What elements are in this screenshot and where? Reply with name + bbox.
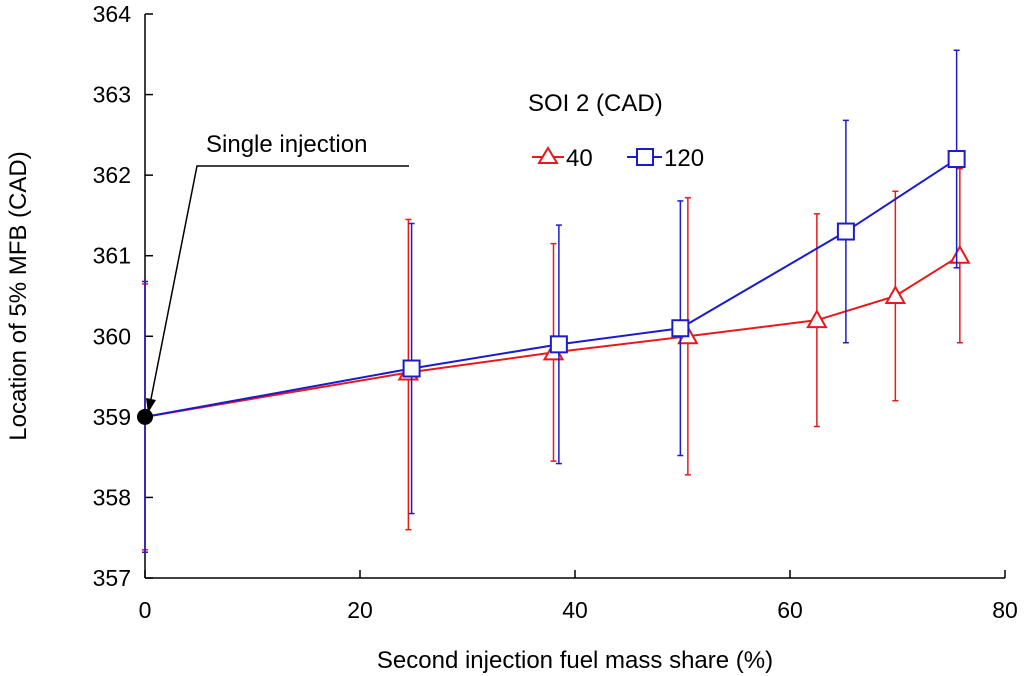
y-tick-label: 362 bbox=[93, 162, 131, 188]
series-120-point bbox=[549, 335, 568, 354]
legend-label-40: 40 bbox=[566, 145, 593, 172]
x-ticks: 0 20 40 60 80 bbox=[139, 570, 1018, 623]
y-tick-label: 364 bbox=[93, 1, 132, 27]
x-tick-label: 80 bbox=[992, 597, 1018, 623]
x-axis-title: Second injection fuel mass share (%) bbox=[377, 647, 773, 674]
legend-title: SOI 2 (CAD) bbox=[528, 90, 663, 117]
annotation-text: Single injection bbox=[206, 131, 367, 158]
legend-marker-40 bbox=[537, 146, 559, 164]
x-tick-label: 40 bbox=[562, 597, 588, 623]
series-40-point bbox=[949, 244, 971, 264]
y-tick-label: 359 bbox=[93, 404, 131, 430]
single-injection-point bbox=[137, 408, 153, 425]
series-120-line bbox=[144, 158, 958, 418]
series-120-point bbox=[402, 359, 421, 378]
series-120-point bbox=[947, 150, 966, 169]
y-axis-title: Location of 5% MFB (CAD) bbox=[5, 151, 32, 440]
x-tick-label: 60 bbox=[777, 597, 803, 623]
plot-area: 0 20 40 60 80 357 358 359 360 361 362 363 364 bbox=[93, 1, 1018, 623]
legend: SOI 2 (CAD) 40 120 bbox=[528, 90, 704, 172]
y-tick-label: 363 bbox=[93, 82, 131, 108]
annotation-single-injection: Single injection bbox=[146, 131, 409, 413]
series-120-point bbox=[671, 319, 690, 338]
y-tick-label: 357 bbox=[93, 565, 131, 591]
series-40-point bbox=[806, 309, 828, 329]
y-tick-label: 360 bbox=[93, 323, 131, 349]
annotation-leader-line bbox=[149, 165, 409, 405]
series-120-point bbox=[836, 222, 855, 241]
annotation-arrowhead bbox=[146, 398, 156, 413]
y-tick-label: 358 bbox=[93, 484, 131, 510]
legend-marker-120 bbox=[636, 148, 654, 166]
y-ticks: 357 358 359 360 361 362 363 364 bbox=[93, 1, 153, 591]
y-tick-label: 361 bbox=[93, 243, 131, 269]
x-tick-label: 0 bbox=[139, 597, 152, 623]
series-layer bbox=[137, 49, 971, 553]
x-tick-label: 20 bbox=[347, 597, 373, 623]
legend-label-120: 120 bbox=[664, 145, 704, 172]
series-120 bbox=[142, 49, 966, 553]
series-40-point bbox=[884, 284, 907, 304]
